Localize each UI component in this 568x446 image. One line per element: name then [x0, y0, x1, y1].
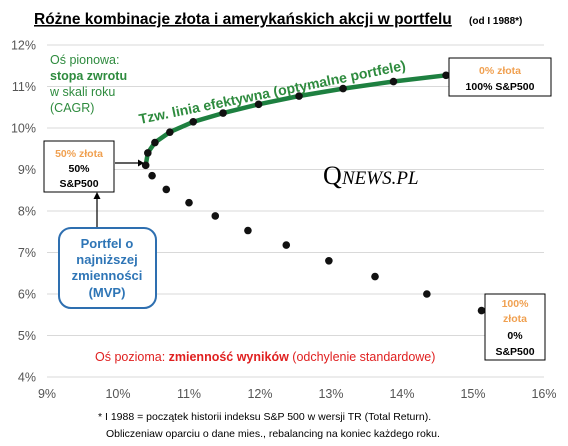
frontier-point	[144, 149, 152, 157]
inefficient-point	[148, 171, 156, 180]
inefficient-point	[244, 226, 252, 235]
mvp-frame	[58, 227, 157, 309]
x-tick-label: 15%	[460, 387, 485, 401]
y-tick-label: 10%	[11, 122, 36, 136]
mvp-callout: Portfel o najniższej zmienności (MVP)	[58, 192, 157, 309]
y-axis-note-line1: Oś pionowa:	[50, 53, 119, 67]
qnews-logo: Q NEWS.PL	[323, 161, 419, 190]
x-tick-label: 13%	[318, 387, 343, 401]
y-tick-label: 6%	[18, 288, 36, 302]
box-mid-frame	[43, 140, 115, 193]
box-bottom: 100% złota 0% S&P500	[484, 293, 546, 361]
inefficient-point	[282, 241, 291, 249]
y-axis-annotation: Oś pionowa: stopa zwrotu w skali roku (C…	[49, 53, 127, 115]
inefficient-point	[162, 185, 171, 194]
box-mid: 50% złota 50% S&P500	[43, 140, 144, 193]
x-axis-note-part2: zmienność wyników	[169, 350, 289, 364]
inefficient-point	[371, 272, 379, 281]
x-tick-label: 9%	[38, 387, 56, 401]
x-tick-label: 16%	[531, 387, 556, 401]
y-axis-note-line2: stopa zwrotu	[50, 69, 127, 83]
logo-rest: NEWS.PL	[341, 168, 419, 189]
y-tick-label: 4%	[18, 371, 36, 385]
box-top-sp: 100% S&P500	[466, 81, 535, 93]
x-axis-note-part1: Oś pozioma:	[95, 350, 169, 364]
logo-q: Q	[323, 161, 342, 190]
y-axis-note-line3: w skali roku	[49, 85, 115, 99]
frontier-point	[189, 117, 198, 126]
mvp-line4: (MVP)	[89, 285, 126, 300]
y-tick-label: 8%	[18, 205, 36, 219]
x-axis-annotation: Oś pozioma: zmienność wyników (odchyleni…	[95, 350, 435, 364]
y-tick-label: 7%	[18, 246, 36, 260]
inefficient-point	[325, 257, 333, 265]
mvp-arrowhead	[93, 192, 101, 199]
frontier-point	[151, 138, 159, 147]
frontier-point	[166, 128, 174, 136]
y-tick-label: 12%	[11, 39, 36, 53]
footnote-line1: * I 1988 = początek historii indeksu S&P…	[98, 411, 431, 423]
inefficient-point	[423, 290, 431, 298]
mvp-line3: zmienności	[72, 268, 143, 283]
inefficient-points	[148, 171, 486, 315]
box-bottom-line3: 0%	[507, 330, 523, 342]
inefficient-point	[477, 306, 486, 315]
x-tick-label: 11%	[177, 387, 201, 401]
box-top-gold: 0% złota	[479, 65, 521, 77]
y-axis-note-line4: (CAGR)	[50, 101, 94, 115]
frontier-point	[339, 84, 347, 93]
chart-subtitle: (od I 1988*)	[469, 16, 522, 27]
box-bottom-frame	[484, 293, 546, 361]
x-axis-ticks: 9% 10% 11% 12% 13% 14% 15% 16%	[38, 387, 557, 401]
frontier-label: Tzw. linia efektywna (optymalne portfele…	[137, 57, 406, 127]
mvp-line1: Portfel o	[81, 236, 134, 251]
mvp-line2: najniższej	[76, 252, 137, 267]
y-tick-label: 11%	[12, 80, 36, 94]
chart-title: Różne kombinacje złota i amerykańskich a…	[34, 11, 452, 28]
frontier-point	[141, 161, 150, 170]
frontier-point	[254, 100, 263, 109]
y-tick-label: 5%	[18, 329, 36, 343]
x-tick-label: 14%	[389, 387, 414, 401]
frontier-point	[219, 109, 227, 117]
inefficient-point	[185, 198, 193, 207]
box-top: 0% złota 100% S&P500	[448, 57, 552, 97]
box-mid-line3: S&P500	[59, 178, 98, 190]
box-mid-arrowhead	[138, 159, 144, 167]
inefficient-point	[211, 212, 220, 220]
frontier-point	[295, 92, 303, 100]
box-top-frame	[448, 57, 552, 97]
box-bottom-line2: złota	[503, 313, 527, 325]
y-tick-label: 9%	[18, 163, 36, 177]
footnote-line2: Obliczeniaw oparciu o dane mies., rebala…	[106, 428, 440, 440]
frontier-point	[442, 71, 450, 80]
frontier-points	[141, 71, 450, 170]
x-axis-note-part3: (odchylenie standardowe)	[289, 350, 436, 364]
y-axis-ticks: 4% 5% 6% 7% 8% 9% 10% 11% 12%	[11, 39, 36, 385]
x-tick-label: 12%	[247, 387, 272, 401]
box-mid-line2: 50%	[68, 163, 90, 175]
box-bottom-line4: S&P500	[495, 346, 534, 358]
box-mid-gold: 50% złota	[55, 148, 103, 160]
box-bottom-line1: 100%	[502, 298, 530, 310]
frontier-point	[389, 77, 398, 86]
x-tick-label: 10%	[105, 387, 130, 401]
